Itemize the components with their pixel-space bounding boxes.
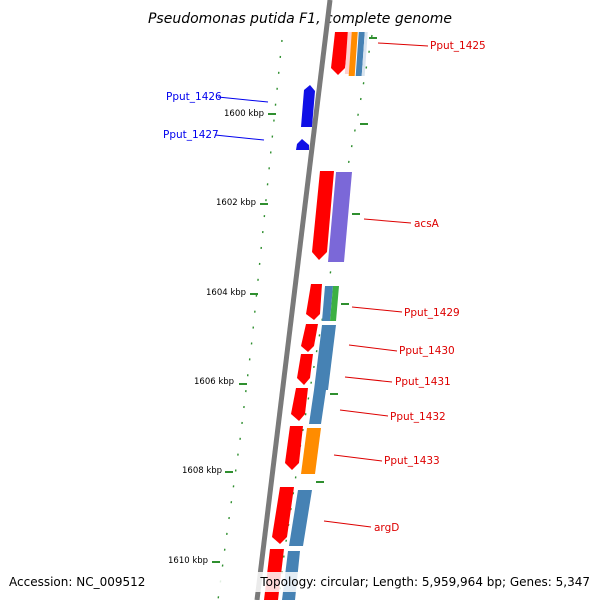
- gene-label-pput-1426[interactable]: Pput_1426: [166, 91, 222, 103]
- outer-ring-ticks: [316, 37, 377, 483]
- cds-arrow-acsA[interactable]: [312, 171, 334, 260]
- plus-strand-features: [296, 85, 315, 150]
- map-title: Pseudomonas putida F1, complete genome: [148, 11, 452, 27]
- kbp-label: 1600 kbp: [224, 109, 264, 119]
- cds-arrow-pput-1430[interactable]: [301, 324, 318, 352]
- cds-arrow-pput-1429[interactable]: [306, 284, 322, 320]
- plus-strand-labels: Pput_1426 Pput_1427: [163, 91, 222, 141]
- plus-label-leaders: [214, 96, 269, 141]
- topology-text: Topology: circular; Length: 5,959,964 bp…: [259, 575, 590, 589]
- cog-bar-energy: [301, 428, 321, 474]
- cog-bar-other: [330, 286, 339, 321]
- cds-arrow-argD[interactable]: [272, 487, 294, 544]
- gene-label-pput-1431[interactable]: Pput_1431: [395, 376, 451, 388]
- gene-label-acsA[interactable]: acsA: [414, 218, 440, 230]
- gene-arrow-pput-1427[interactable]: [296, 139, 309, 150]
- gene-label-argD[interactable]: argD: [374, 522, 399, 534]
- gene-label-pput-1433[interactable]: Pput_1433: [384, 455, 440, 467]
- kbp-label: 1610 kbp: [168, 556, 208, 566]
- cog-bar-amino-acid: [355, 32, 365, 76]
- gene-label-pput-1425[interactable]: Pput_1425: [430, 40, 486, 52]
- cds-arrow-pput-1433[interactable]: [285, 426, 303, 470]
- gene-arrow-pput-1426[interactable]: [301, 85, 315, 127]
- footer-background: [0, 572, 600, 592]
- cog-bar-pale: [361, 32, 368, 76]
- kbp-label: 1604 kbp: [206, 288, 246, 298]
- accession-text: Accession: NC_009512: [9, 575, 145, 589]
- cog-bar-energy: [348, 32, 358, 76]
- cog-bar-amino-acid: [314, 325, 336, 390]
- kbp-label: 1606 kbp: [194, 377, 234, 387]
- cog-bar-amino-acid: [322, 286, 333, 321]
- kbp-ticks: [212, 113, 276, 563]
- minus-label-leaders: [323, 42, 429, 528]
- cog-bar-lipid[interactable]: [328, 172, 352, 262]
- gene-label-pput-1427[interactable]: Pput_1427: [163, 129, 219, 141]
- gene-label-pput-1432[interactable]: Pput_1432: [390, 411, 446, 423]
- cog-bar-amino-acid: [309, 390, 326, 424]
- cog-bar-amino-acid: [289, 490, 312, 546]
- gene-label-pput-1430[interactable]: Pput_1430: [399, 345, 455, 357]
- minus-strand-labels: Pput_1425 acsA Pput_1429 Pput_1430 Pput_…: [374, 40, 486, 534]
- cds-arrow-pput-1432[interactable]: [291, 388, 308, 421]
- cds-arrow-pput-1425[interactable]: [331, 32, 349, 75]
- gene-label-pput-1429[interactable]: Pput_1429: [404, 307, 460, 319]
- kbp-label: 1602 kbp: [216, 198, 256, 208]
- kbp-label: 1608 kbp: [182, 466, 222, 476]
- cds-arrow-pput-1431[interactable]: [297, 354, 313, 385]
- inner-dotted-ring: [217, 39, 283, 600]
- genome-backbone: [254, 0, 333, 600]
- kbp-labels: 1600 kbp 1602 kbp 1604 kbp 1606 kbp 1608…: [168, 109, 264, 566]
